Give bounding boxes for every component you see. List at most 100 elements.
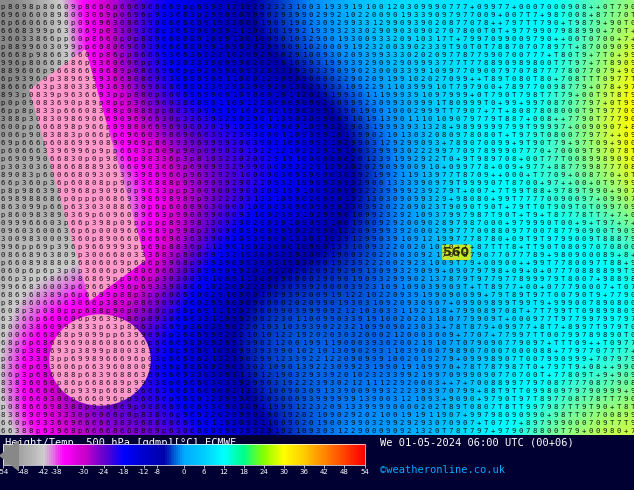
Text: 0: 0 <box>631 68 634 74</box>
Text: p: p <box>22 244 26 250</box>
Text: +: + <box>596 196 600 202</box>
Text: 9: 9 <box>92 76 96 82</box>
Text: 9: 9 <box>589 124 593 130</box>
Text: 9: 9 <box>589 236 593 242</box>
Text: 9: 9 <box>22 188 26 194</box>
Text: 9: 9 <box>204 108 208 114</box>
Text: 9: 9 <box>358 260 362 266</box>
Text: p: p <box>64 204 68 210</box>
Text: 6: 6 <box>15 252 19 258</box>
Text: 9: 9 <box>435 364 439 370</box>
Text: 7: 7 <box>456 108 460 114</box>
Text: 0: 0 <box>575 36 579 42</box>
Text: 0: 0 <box>204 340 208 346</box>
Text: T: T <box>463 324 467 330</box>
Text: 9: 9 <box>330 212 334 218</box>
Text: 7: 7 <box>596 132 600 138</box>
Text: 0: 0 <box>617 20 621 26</box>
Text: 9: 9 <box>197 204 201 210</box>
Text: 8: 8 <box>155 420 159 426</box>
Text: 9: 9 <box>372 404 376 410</box>
Text: 0: 0 <box>491 140 495 146</box>
Text: 0: 0 <box>288 172 292 178</box>
Text: 9: 9 <box>449 292 453 298</box>
Text: 9: 9 <box>526 92 530 98</box>
Text: 9: 9 <box>554 356 558 362</box>
Text: 9: 9 <box>624 84 628 90</box>
Text: 8: 8 <box>141 348 145 354</box>
Text: 9: 9 <box>218 4 222 10</box>
Text: 9: 9 <box>463 396 467 402</box>
Text: 0: 0 <box>211 60 215 66</box>
Text: p: p <box>57 36 61 42</box>
Text: p: p <box>183 68 187 74</box>
Text: 0: 0 <box>274 132 278 138</box>
Text: 2: 2 <box>365 260 369 266</box>
Text: 7: 7 <box>568 116 573 122</box>
Text: 9: 9 <box>225 124 229 130</box>
Text: 9: 9 <box>64 340 68 346</box>
Text: T: T <box>540 308 544 314</box>
Text: 9: 9 <box>344 92 348 98</box>
Text: 2: 2 <box>323 364 327 370</box>
Text: 6: 6 <box>148 28 152 34</box>
Text: 9: 9 <box>8 92 12 98</box>
Text: 1: 1 <box>358 308 362 314</box>
Text: 9: 9 <box>561 140 565 146</box>
Text: 9: 9 <box>302 308 306 314</box>
Text: 8: 8 <box>582 12 586 18</box>
Text: p: p <box>1 148 5 154</box>
Text: 8: 8 <box>92 340 96 346</box>
Text: 9: 9 <box>190 28 194 34</box>
Text: 0: 0 <box>470 188 474 194</box>
Text: 3: 3 <box>176 100 180 106</box>
Text: 3: 3 <box>169 28 173 34</box>
Text: 3: 3 <box>211 196 215 202</box>
Text: 0: 0 <box>64 260 68 266</box>
Text: 9: 9 <box>281 20 285 26</box>
Text: 7: 7 <box>505 420 509 426</box>
Text: +: + <box>547 148 551 154</box>
Text: 8: 8 <box>617 92 621 98</box>
Text: 0: 0 <box>547 100 551 106</box>
Text: 9: 9 <box>414 172 418 178</box>
Text: 6: 6 <box>29 268 33 274</box>
Text: 6: 6 <box>43 164 47 170</box>
Text: 9: 9 <box>372 348 376 354</box>
Text: 9: 9 <box>378 388 383 394</box>
Text: 6: 6 <box>15 52 19 58</box>
Text: 0: 0 <box>78 36 82 42</box>
Text: T: T <box>477 284 481 290</box>
Text: 6: 6 <box>64 68 68 74</box>
Text: 3: 3 <box>302 36 306 42</box>
Text: 9: 9 <box>568 4 573 10</box>
Text: 9: 9 <box>155 76 159 82</box>
Text: 0: 0 <box>288 268 292 274</box>
Text: 2: 2 <box>288 52 292 58</box>
Text: 9: 9 <box>603 324 607 330</box>
Text: 9: 9 <box>463 180 467 186</box>
Text: 3: 3 <box>120 28 124 34</box>
Text: T: T <box>540 236 544 242</box>
Text: 8: 8 <box>127 316 131 322</box>
Text: 9: 9 <box>512 164 516 170</box>
Text: 3: 3 <box>358 188 362 194</box>
Text: 0: 0 <box>323 116 327 122</box>
Text: 0: 0 <box>378 236 383 242</box>
Text: 8: 8 <box>183 100 187 106</box>
Text: 3: 3 <box>57 268 61 274</box>
Text: 9: 9 <box>197 36 201 42</box>
Text: 1: 1 <box>225 76 229 82</box>
Text: 9: 9 <box>631 52 634 58</box>
Text: 9: 9 <box>197 164 201 170</box>
Text: p: p <box>148 60 152 66</box>
Text: 0: 0 <box>421 36 425 42</box>
Text: 8: 8 <box>134 52 138 58</box>
Text: 1: 1 <box>323 164 327 170</box>
Text: 9: 9 <box>372 52 376 58</box>
Text: 9: 9 <box>533 236 537 242</box>
Text: 1: 1 <box>435 252 439 258</box>
Text: 6: 6 <box>99 260 103 266</box>
Text: 0: 0 <box>260 60 264 66</box>
Text: 0: 0 <box>421 300 425 306</box>
